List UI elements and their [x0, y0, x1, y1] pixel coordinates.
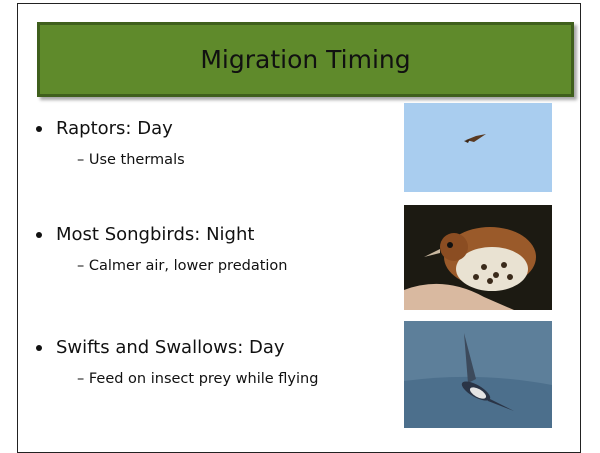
slide-title: Migration Timing — [200, 45, 410, 74]
bullet: Raptors: Day — [56, 118, 173, 139]
sub-bullet: – Calmer air, lower predation — [77, 258, 288, 274]
songbird-photo — [404, 205, 552, 310]
sub-bullet: – Use thermals — [77, 152, 185, 168]
swallow-photo — [404, 321, 552, 428]
bullet: Most Songbirds: Night — [56, 224, 254, 245]
bullet: Swifts and Swallows: Day — [56, 337, 285, 358]
title-box: Migration Timing — [37, 22, 574, 97]
sub-bullet: – Feed on insect prey while flying — [77, 371, 318, 387]
slide: Migration Timing Raptors: Day – Use ther… — [0, 0, 600, 444]
raptor-photo — [404, 103, 552, 192]
